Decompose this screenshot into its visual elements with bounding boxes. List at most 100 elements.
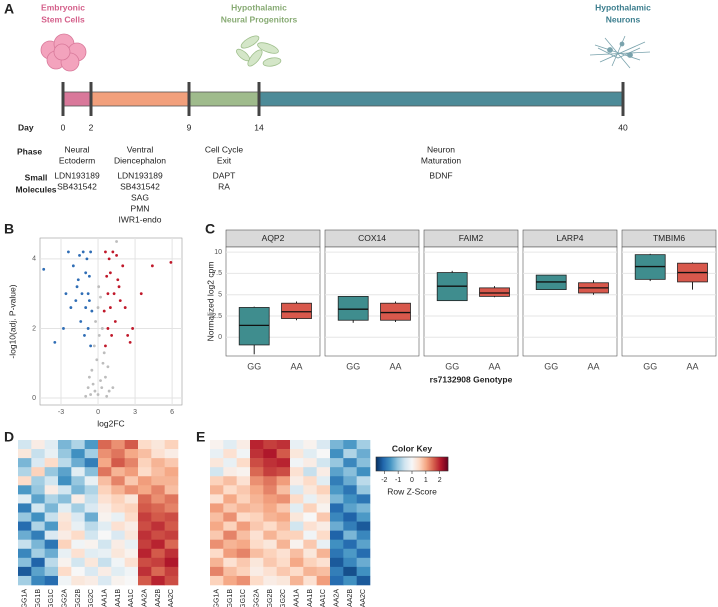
heat-cell: [44, 503, 59, 513]
heat-cell: [44, 467, 59, 477]
heat-cell: [71, 467, 85, 477]
point: [87, 274, 91, 278]
heat-cell: [31, 503, 45, 513]
key-gradient: [410, 457, 412, 471]
heat-cell: [18, 566, 32, 577]
heat-cell: [316, 449, 331, 459]
heat-cell: [71, 494, 85, 504]
heat-cell: [263, 458, 277, 468]
box: [337, 295, 369, 321]
column-label: AA1A: [102, 589, 109, 607]
heat-cell: [151, 485, 165, 495]
heat-cell: [58, 458, 72, 468]
key-gradient: [393, 457, 395, 471]
point: [105, 274, 109, 278]
key-gradient: [411, 457, 413, 471]
heat-cell: [71, 476, 85, 486]
heat-cell: [98, 476, 112, 486]
key-gradient: [433, 457, 435, 471]
y-tick-label: 4: [32, 256, 36, 263]
heat-cell: [84, 449, 99, 459]
key-gradient: [417, 457, 419, 471]
point: [111, 250, 115, 254]
point: [100, 327, 104, 330]
stage-bar: [188, 91, 260, 107]
heat-cell: [84, 566, 99, 577]
x-tick-label: AA: [389, 361, 401, 371]
point: [101, 361, 105, 365]
heat-cell: [84, 575, 99, 586]
heat-cell: [330, 512, 344, 522]
heat-cell: [303, 503, 317, 513]
point: [84, 306, 88, 309]
heat-cell: [111, 575, 125, 586]
heat-cell: [71, 521, 85, 531]
day-label: 14: [254, 122, 264, 132]
heat-cell: [138, 449, 152, 459]
point: [76, 278, 80, 282]
heat-cell: [250, 539, 264, 550]
heat-cell: [44, 557, 59, 568]
heat-cell: [31, 548, 45, 559]
heat-cell: [124, 530, 139, 540]
heat-cell: [303, 575, 317, 586]
heat-cell: [356, 485, 371, 495]
heat-cell: [31, 476, 45, 486]
column-label: AA2A: [334, 589, 341, 607]
key-gradient: [447, 457, 449, 471]
heat-cell: [124, 440, 139, 450]
column-label: GG2B: [75, 589, 82, 607]
heat-cell: [84, 548, 99, 559]
heat-cell: [290, 566, 304, 577]
heat-cell: [111, 449, 125, 459]
heat-cell: [223, 449, 237, 459]
box: [281, 302, 312, 319]
phase-text: Neural: [64, 144, 89, 154]
heat-cell: [98, 539, 112, 550]
heat-cell: [250, 530, 264, 540]
heat-cell: [111, 494, 125, 504]
heat-cell: [290, 539, 304, 550]
heat-cell: [343, 548, 357, 559]
heat-cell: [356, 548, 371, 559]
heat-cell: [44, 539, 59, 550]
key-gradient: [440, 457, 442, 471]
panel-label: C: [205, 221, 215, 237]
heat-cell: [124, 539, 139, 550]
phase-text: Neuron: [427, 144, 455, 154]
key-gradient: [385, 457, 387, 471]
heat-cell: [250, 494, 264, 504]
key-gradient: [392, 457, 394, 471]
heat-cell: [98, 503, 112, 513]
heat-cell: [303, 557, 317, 568]
key-gradient: [390, 457, 392, 471]
key-gradient: [427, 457, 429, 471]
key-gradient: [403, 457, 405, 471]
heat-cell: [343, 566, 357, 577]
heat-cell: [164, 440, 179, 450]
column-label: AA1A: [294, 589, 301, 607]
x-tick-label: GG: [643, 361, 657, 371]
heat-cell: [138, 512, 152, 522]
point: [75, 285, 79, 289]
heat-cell: [58, 467, 72, 477]
heat-cell: [263, 530, 277, 540]
key-gradient: [424, 457, 426, 471]
y-axis-label: -log10(adj. P-value): [7, 284, 17, 358]
x-axis-label: log2FC: [97, 418, 124, 428]
heat-cell: [276, 575, 291, 586]
heat-cell: [210, 467, 224, 477]
heat-cell: [151, 503, 165, 513]
key-gradient: [412, 457, 414, 471]
x-tick-label: AA: [290, 361, 302, 371]
heat-cell: [263, 485, 277, 495]
heat-cell: [276, 557, 291, 568]
heat-cell: [111, 485, 125, 495]
key-gradient: [439, 457, 441, 471]
heat-cell: [58, 485, 72, 495]
point: [139, 292, 143, 296]
day-label: 40: [618, 122, 628, 132]
heat-cell: [58, 539, 72, 550]
point: [90, 309, 94, 313]
heat-cell: [330, 458, 344, 468]
